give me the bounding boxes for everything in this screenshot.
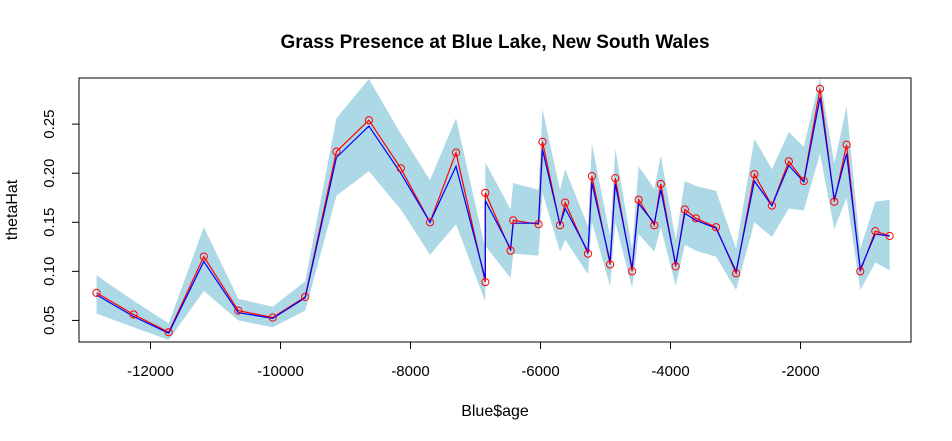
observed-point — [301, 292, 310, 301]
observed-point — [129, 310, 138, 319]
observed-point — [234, 306, 243, 315]
observed-point — [481, 188, 490, 197]
y-tick-label: 0.20 — [41, 159, 58, 188]
observed-point — [691, 214, 701, 223]
x-axis: -12000 -10000 -8000 -6000 -4000 -2000 — [127, 341, 820, 380]
x-tick-label: -2000 — [781, 363, 819, 380]
observed-point — [396, 164, 405, 173]
x-tick-label: -12000 — [127, 363, 174, 380]
observed-point — [425, 218, 435, 227]
observed-point — [561, 198, 570, 207]
observed-point — [481, 278, 490, 287]
x-tick-label: -4000 — [651, 363, 689, 380]
observed-point — [732, 269, 741, 278]
observed-point — [451, 148, 461, 157]
observed-point — [199, 252, 208, 261]
observed-line — [96, 88, 890, 334]
y-tick-label: 0.10 — [41, 257, 58, 286]
plot-area — [92, 78, 894, 340]
y-axis: 0.05 0.10 0.15 0.20 0.25 — [41, 109, 80, 335]
observed-point — [587, 172, 597, 181]
observed-point — [767, 201, 777, 210]
chart-title: Grass Presence at Blue Lake, New South W… — [280, 32, 709, 53]
observed-point — [364, 116, 373, 125]
observed-point — [680, 205, 689, 214]
x-axis-label: Blue$age — [461, 403, 529, 420]
observed-point — [92, 288, 101, 297]
observed-point — [799, 176, 808, 186]
confidence-band — [96, 78, 890, 340]
observed-point — [628, 267, 637, 276]
observed-point — [885, 231, 894, 241]
observed-point — [583, 249, 593, 258]
observed-point — [650, 221, 659, 230]
y-tick-label: 0.05 — [41, 306, 58, 335]
observed-point — [671, 262, 680, 271]
observed-point — [555, 221, 565, 230]
observed-point — [509, 216, 518, 225]
y-tick-label: 0.15 — [41, 208, 58, 237]
x-tick-label: -8000 — [391, 363, 429, 380]
observed-point — [784, 157, 793, 166]
observed-point — [506, 246, 515, 255]
observed-point — [856, 267, 865, 276]
x-tick-label: -10000 — [257, 363, 304, 380]
y-tick-label: 0.25 — [41, 109, 58, 138]
observed-point — [711, 223, 721, 232]
observed-point — [815, 84, 825, 93]
observed-point — [611, 174, 620, 183]
observed-point — [634, 195, 643, 204]
observed-point — [332, 147, 341, 156]
x-tick-label: -6000 — [521, 363, 559, 380]
observed-point — [842, 140, 851, 149]
observed-point — [656, 179, 665, 189]
y-axis-label: thetaHat — [4, 179, 21, 240]
observed-point — [606, 260, 615, 269]
observed-point — [830, 197, 839, 206]
observed-point — [268, 313, 277, 322]
observed-point — [164, 328, 173, 337]
observed-point — [750, 170, 759, 179]
observed-point — [871, 227, 880, 236]
observed-point — [538, 137, 547, 146]
observed-point — [534, 220, 543, 229]
